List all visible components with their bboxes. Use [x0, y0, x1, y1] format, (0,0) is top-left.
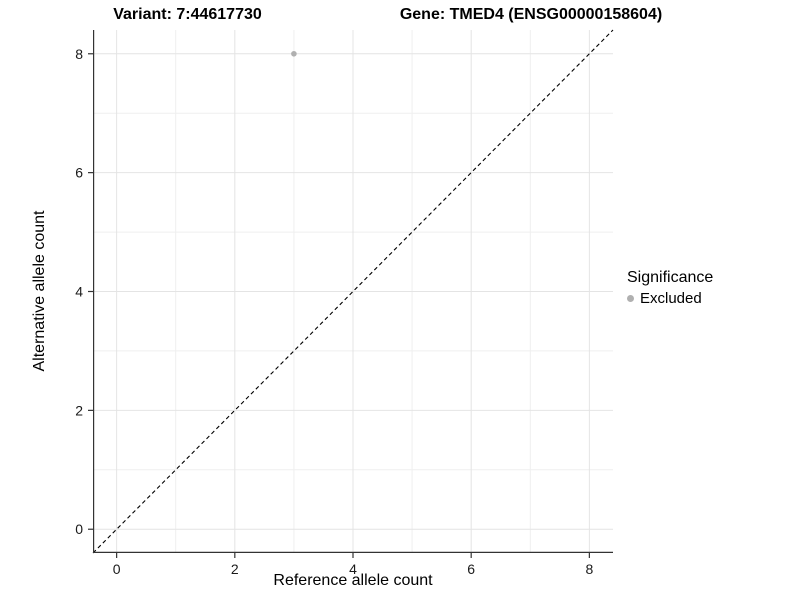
plot-svg: 0 2 4 6 8 0 2 4 6 8 [75, 29, 614, 577]
variant-title: Variant: 7:44617730 [113, 6, 262, 23]
legend: Significance Excluded [627, 269, 797, 307]
legend-title: Significance [627, 269, 714, 286]
svg-text:6: 6 [467, 561, 475, 577]
legend-item-excluded: Excluded [627, 290, 797, 307]
legend-item-label: Excluded [640, 290, 702, 307]
svg-text:4: 4 [349, 561, 357, 577]
svg-text:8: 8 [585, 561, 593, 577]
svg-text:6: 6 [75, 165, 83, 181]
gene-title: Gene: TMED4 (ENSG00000158604) [399, 6, 663, 23]
svg-text:0: 0 [113, 561, 121, 577]
svg-text:2: 2 [75, 402, 83, 418]
y-axis-title: Alternative allele count [31, 210, 48, 372]
excluded-dot-icon [627, 295, 634, 302]
svg-text:2: 2 [231, 561, 239, 577]
svg-text:0: 0 [75, 521, 83, 537]
plot-panel: 0 2 4 6 8 0 2 4 6 8 [75, 29, 614, 577]
svg-text:8: 8 [75, 46, 83, 62]
x-axis-title: Reference allele count [273, 572, 433, 589]
svg-text:4: 4 [75, 284, 83, 300]
